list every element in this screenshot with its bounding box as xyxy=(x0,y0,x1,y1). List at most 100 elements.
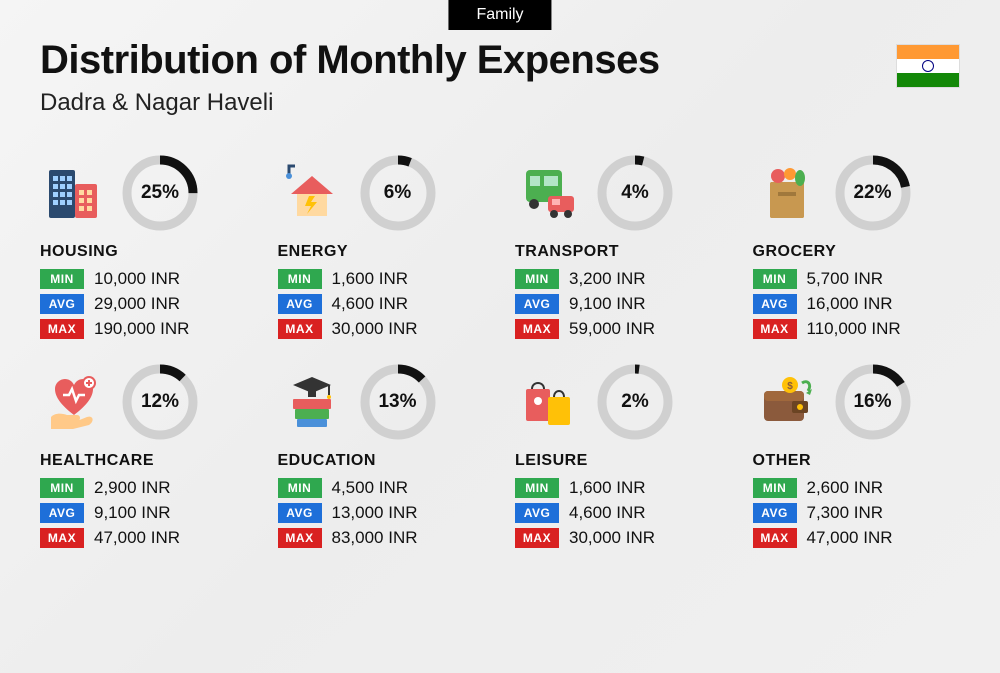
avg-value: 7,300 INR xyxy=(807,503,884,523)
stat-min-row: MIN 1,600 INR xyxy=(278,269,486,289)
avg-label: AVG xyxy=(278,294,322,314)
card-top: 2% xyxy=(515,364,723,440)
energy-house-icon xyxy=(278,159,346,227)
stat-min-row: MIN4,500 INR xyxy=(278,478,486,498)
category-card-leisure: 2% LEISURE MIN1,600 INR AVG4,600 INR MAX 30,0… xyxy=(515,364,723,553)
avg-value: 16,000 INR xyxy=(807,294,893,314)
percent-value: 6% xyxy=(360,155,436,231)
stat-min-row: MIN 3,200 INR xyxy=(515,269,723,289)
svg-text:$: $ xyxy=(787,381,793,392)
stat-max-row: MAX83,000 INR xyxy=(278,528,486,548)
max-label: MAX xyxy=(278,528,322,548)
card-top: $16% xyxy=(753,364,961,440)
avg-value: 9,100 INR xyxy=(94,503,171,523)
category-card-education: 13%EDUCATIONMIN4,500 INRAVG13,000 INRMAX… xyxy=(278,364,486,553)
percent-value: 12% xyxy=(122,364,198,440)
avg-value: 13,000 INR xyxy=(332,503,418,523)
percent-ring: 12% xyxy=(122,364,198,440)
percent-ring: 22% xyxy=(835,155,911,231)
min-label: MIN xyxy=(515,269,559,289)
min-label: MIN xyxy=(40,478,84,498)
buildings-icon xyxy=(40,159,108,227)
percent-value: 22% xyxy=(835,155,911,231)
category-name: GROCERY xyxy=(753,243,961,261)
min-value: 2,600 INR xyxy=(807,478,884,498)
avg-label: AVG xyxy=(40,503,84,523)
percent-ring: 25% xyxy=(122,155,198,231)
max-value: 110,000 INR xyxy=(807,319,901,339)
max-label: MAX xyxy=(753,319,797,339)
stat-avg-row: AVG29,000 INR xyxy=(40,294,248,314)
avg-value: 4,600 INR xyxy=(569,503,646,523)
stat-min-row: MIN 2,900 INR xyxy=(40,478,248,498)
category-card-housing: 25%HOUSINGMIN10,000 INRAVG29,000 INRMAX1… xyxy=(40,155,248,344)
shopping-bags-icon xyxy=(515,368,583,436)
percent-ring: 13% xyxy=(360,364,436,440)
stat-min-row: MIN1,600 INR xyxy=(515,478,723,498)
percent-value: 13% xyxy=(360,364,436,440)
card-top: 25% xyxy=(40,155,248,231)
avg-label: AVG xyxy=(515,294,559,314)
max-label: MAX xyxy=(515,319,559,339)
category-card-transport: 4% TRANSPORT MIN 3,200 INR AVG 9,100 INR MAX 59… xyxy=(515,155,723,344)
card-top: 4% xyxy=(515,155,723,231)
percent-ring: 2% xyxy=(597,364,673,440)
avg-value: 29,000 INR xyxy=(94,294,180,314)
min-value: 3,200 INR xyxy=(569,269,646,289)
card-top: 12% xyxy=(40,364,248,440)
percent-ring: 4% xyxy=(597,155,673,231)
india-flag-icon xyxy=(896,44,960,88)
stat-avg-row: AVG 16,000 INR xyxy=(753,294,961,314)
stat-avg-row: AVG 4,600 INR xyxy=(278,294,486,314)
max-value: 59,000 INR xyxy=(569,319,655,339)
percent-ring: 6% xyxy=(360,155,436,231)
max-value: 47,000 INR xyxy=(94,528,180,548)
min-value: 10,000 INR xyxy=(94,269,180,289)
wallet-icon: $ xyxy=(753,368,821,436)
min-value: 1,600 INR xyxy=(569,478,646,498)
card-top: 22% xyxy=(753,155,961,231)
flag-stripe-top xyxy=(897,45,959,59)
avg-value: 4,600 INR xyxy=(332,294,409,314)
percent-value: 2% xyxy=(597,364,673,440)
stat-avg-row: AVG4,600 INR xyxy=(515,503,723,523)
stat-avg-row: AVG 9,100 INR xyxy=(40,503,248,523)
stat-max-row: MAX30,000 INR xyxy=(278,319,486,339)
category-name: HEALTHCARE xyxy=(40,452,248,470)
min-label: MIN xyxy=(40,269,84,289)
stat-max-row: MAX 59,000 INR xyxy=(515,319,723,339)
stat-max-row: MAX190,000 INR xyxy=(40,319,248,339)
stat-max-row: MAX 30,000 INR xyxy=(515,528,723,548)
stat-min-row: MIN5,700 INR xyxy=(753,269,961,289)
stat-min-row: MIN2,600 INR xyxy=(753,478,961,498)
min-label: MIN xyxy=(753,269,797,289)
flag-stripe-middle xyxy=(897,59,959,73)
percent-ring: 16% xyxy=(835,364,911,440)
avg-label: AVG xyxy=(278,503,322,523)
avg-label: AVG xyxy=(753,294,797,314)
min-value: 2,900 INR xyxy=(94,478,171,498)
min-value: 1,600 INR xyxy=(332,269,409,289)
category-name: OTHER xyxy=(753,452,961,470)
category-card-grocery: 22% GROCERY MIN5,700 INR AVG 16,000 INR MAX 11… xyxy=(753,155,961,344)
max-label: MAX xyxy=(40,319,84,339)
category-card-energy: 6% ENERGY MIN 1,600 INR AVG 4,600 INR MAX30,00… xyxy=(278,155,486,344)
grad-books-icon xyxy=(278,368,346,436)
min-label: MIN xyxy=(278,269,322,289)
max-value: 30,000 INR xyxy=(569,528,655,548)
min-value: 4,500 INR xyxy=(332,478,409,498)
category-name: TRANSPORT xyxy=(515,243,723,261)
category-name: LEISURE xyxy=(515,452,723,470)
max-label: MAX xyxy=(515,528,559,548)
page-title: Distribution of Monthly Expenses xyxy=(40,38,960,83)
heart-hand-icon xyxy=(40,368,108,436)
stat-avg-row: AVG 13,000 INR xyxy=(278,503,486,523)
avg-label: AVG xyxy=(753,503,797,523)
stat-max-row: MAX47,000 INR xyxy=(40,528,248,548)
stat-avg-row: AVG 9,100 INR xyxy=(515,294,723,314)
max-label: MAX xyxy=(278,319,322,339)
avg-value: 9,100 INR xyxy=(569,294,646,314)
card-top: 6% xyxy=(278,155,486,231)
category-name: ENERGY xyxy=(278,243,486,261)
stat-avg-row: AVG 7,300 INR xyxy=(753,503,961,523)
